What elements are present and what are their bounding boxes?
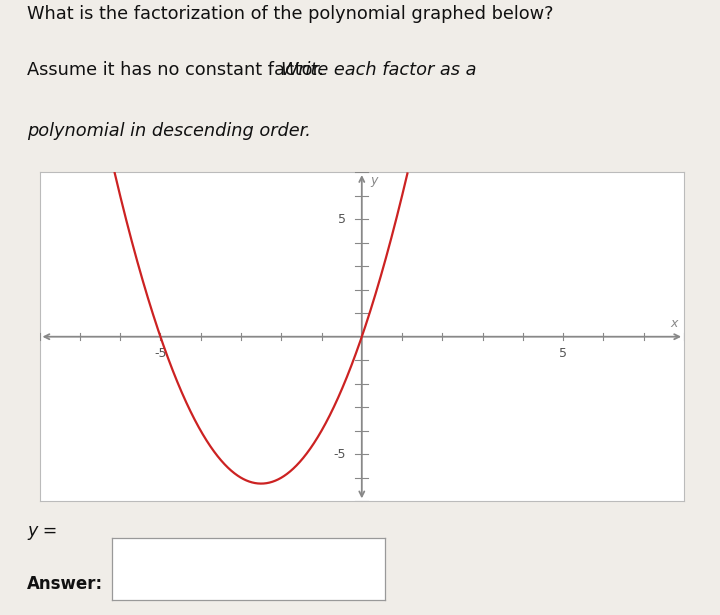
Text: 5: 5 [338,213,346,226]
Text: -5: -5 [333,448,346,461]
Text: -5: -5 [154,347,166,360]
Text: Assume it has no constant factor.: Assume it has no constant factor. [27,61,330,79]
Text: 5: 5 [559,347,567,360]
Text: y: y [371,174,378,187]
Text: x: x [670,317,678,330]
Text: y =: y = [27,522,58,540]
Text: Answer:: Answer: [27,575,104,593]
Text: polynomial in descending order.: polynomial in descending order. [27,122,311,140]
Text: What is the factorization of the polynomial graphed below?: What is the factorization of the polynom… [27,5,554,23]
Text: Write each factor as a: Write each factor as a [281,61,477,79]
